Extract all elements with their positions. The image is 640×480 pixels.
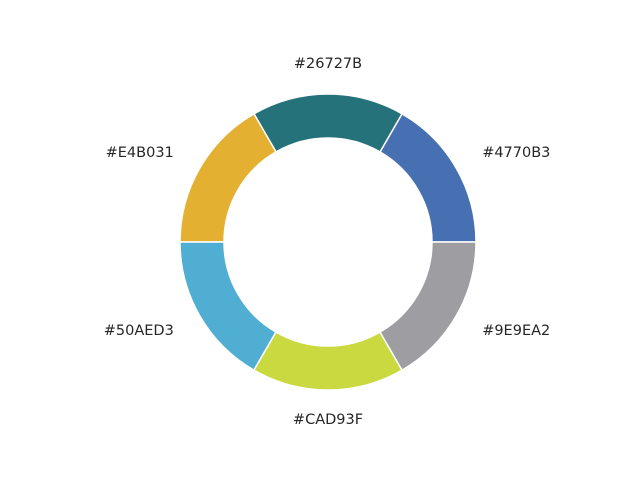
slice-label-6: #9E9EA2 xyxy=(482,323,550,339)
slice-1 xyxy=(378,112,477,243)
slice-4 xyxy=(179,241,278,372)
slice-label-1: #4770B3 xyxy=(482,145,550,161)
slice-label-5: #CAD93F xyxy=(293,412,363,428)
slice-label-3: #E4B031 xyxy=(106,145,174,161)
slice-label-2: #26727B xyxy=(294,56,362,72)
slice-labels: #4770B3 #26727B #E4B031 #50AED3 #CAD93F #9E9E… xyxy=(104,56,551,428)
slice-5 xyxy=(252,331,404,391)
slice-6 xyxy=(378,241,477,372)
slice-3 xyxy=(179,112,278,243)
slice-2 xyxy=(252,93,404,153)
donut-slices xyxy=(179,93,477,391)
slice-label-4: #50AED3 xyxy=(104,323,174,339)
